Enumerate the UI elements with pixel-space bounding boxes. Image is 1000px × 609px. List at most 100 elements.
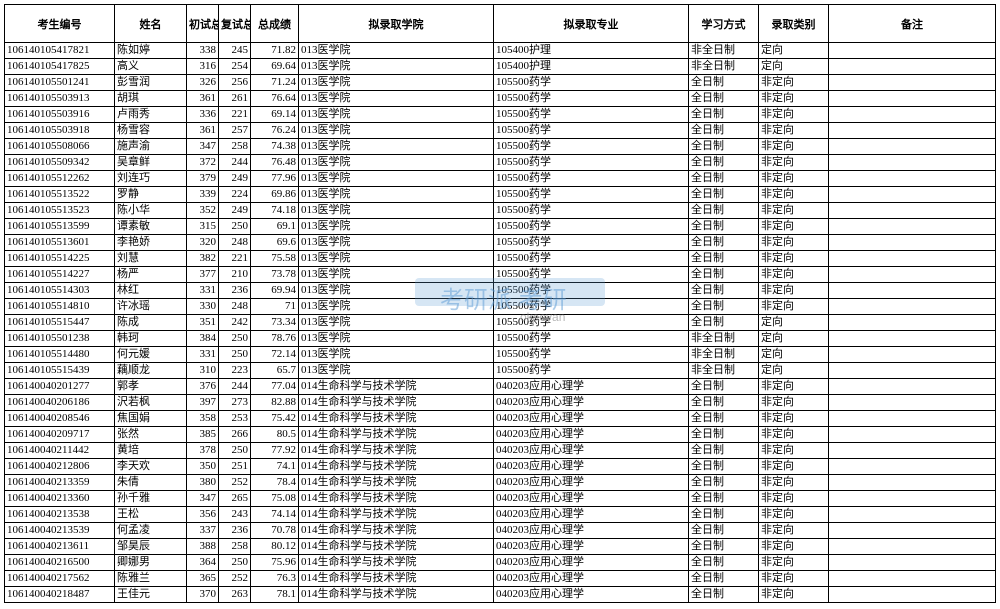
table-cell: 非定向 [759,235,829,251]
table-header-row: 考生编号姓名初试总成绩复试总成绩总成绩拟录取学院拟录取专业学习方式录取类别备注 [5,5,996,43]
table-cell: 040203应用心理学 [494,523,689,539]
table-cell: 非全日制 [689,331,759,347]
table-cell: 106140105503913 [5,91,115,107]
table-cell: 69.1 [251,219,299,235]
table-cell: 224 [219,187,251,203]
table-cell: 全日制 [689,587,759,603]
table-cell: 78.1 [251,587,299,603]
table-header-cell: 拟录取专业 [494,5,689,43]
table-cell: 243 [219,507,251,523]
table-cell: 364 [187,555,219,571]
table-cell: 全日制 [689,299,759,315]
table-cell: 许冰瑶 [115,299,187,315]
table-cell: 223 [219,363,251,379]
table-cell: 248 [219,299,251,315]
table-cell: 非定向 [759,91,829,107]
table-cell: 非定向 [759,395,829,411]
table-cell [829,219,996,235]
table-cell: 全日制 [689,107,759,123]
table-cell: 非定向 [759,379,829,395]
table-cell: 388 [187,539,219,555]
table-cell: 106140040217562 [5,571,115,587]
table-cell: 236 [219,283,251,299]
table-cell: 全日制 [689,123,759,139]
table-cell: 杨雪容 [115,123,187,139]
table-row: 106140040213538王松35624374.14014生命科学与技术学院… [5,507,996,523]
table-cell: 250 [219,443,251,459]
table-cell: 全日制 [689,491,759,507]
table-cell: 定向 [759,363,829,379]
table-cell: 013医学院 [299,91,494,107]
table-cell: 非定向 [759,171,829,187]
table-cell: 245 [219,43,251,59]
table-cell: 全日制 [689,395,759,411]
table-cell: 非定向 [759,491,829,507]
table-cell: 沢若枫 [115,395,187,411]
table-cell: 77.04 [251,379,299,395]
table-cell [829,379,996,395]
table-row: 106140105503916卢雨秀33622169.14013医学院10550… [5,107,996,123]
table-cell: 非定向 [759,411,829,427]
table-cell: 76.24 [251,123,299,139]
table-cell: 013医学院 [299,123,494,139]
table-cell: 258 [219,139,251,155]
table-cell: 韩珂 [115,331,187,347]
table-cell: 339 [187,187,219,203]
table-cell: 310 [187,363,219,379]
table-cell: 106140040206186 [5,395,115,411]
table-cell [829,251,996,267]
table-header-cell: 考生编号 [5,5,115,43]
table-cell: 382 [187,251,219,267]
table-row: 106140105515447陈成35124273.34013医学院105500… [5,315,996,331]
table-cell: 014生命科学与技术学院 [299,459,494,475]
table-row: 106140105513599谭素敏31525069.1013医学院105500… [5,219,996,235]
table-cell: 吴章鲜 [115,155,187,171]
table-cell: 380 [187,475,219,491]
table-cell: 69.86 [251,187,299,203]
table-cell: 105500药学 [494,299,689,315]
table-row: 106140040211442黄培37825077.92014生命科学与技术学院… [5,443,996,459]
table-cell: 106140040209717 [5,427,115,443]
table-cell: 261 [219,91,251,107]
table-cell: 75.08 [251,491,299,507]
table-cell: 73.34 [251,315,299,331]
table-cell: 孙千雅 [115,491,187,507]
table-cell: 014生命科学与技术学院 [299,539,494,555]
table-cell: 65.7 [251,363,299,379]
table-cell [829,171,996,187]
table-cell: 106140105514227 [5,267,115,283]
table-cell: 014生命科学与技术学院 [299,427,494,443]
table-cell [829,283,996,299]
table-cell: 106140105503918 [5,123,115,139]
table-row: 106140105509342吴章鲜37224476.48013医学院10550… [5,155,996,171]
table-cell: 非定向 [759,283,829,299]
table-cell: 69.64 [251,59,299,75]
table-cell: 013医学院 [299,235,494,251]
table-row: 106140105514303林红33123669.94013医学院105500… [5,283,996,299]
table-cell: 78.4 [251,475,299,491]
table-cell: 71.24 [251,75,299,91]
table-cell: 非定向 [759,459,829,475]
table-cell: 定向 [759,43,829,59]
table-cell: 卢雨秀 [115,107,187,123]
table-cell: 105500药学 [494,155,689,171]
table-cell: 李艳娇 [115,235,187,251]
table-row: 106140040209717张然38526680.5014生命科学与技术学院0… [5,427,996,443]
table-cell: 非全日制 [689,59,759,75]
table-cell: 全日制 [689,315,759,331]
table-cell: 210 [219,267,251,283]
table-cell [829,315,996,331]
table-header-cell: 初试总成绩 [187,5,219,43]
table-cell: 定向 [759,331,829,347]
table-cell: 非定向 [759,203,829,219]
table-cell: 105500药学 [494,251,689,267]
table-cell: 105500药学 [494,315,689,331]
table-cell: 定向 [759,347,829,363]
table-row: 106140105503913胡琪36126176.64013医学院105500… [5,91,996,107]
table-cell: 定向 [759,59,829,75]
table-cell: 105500药学 [494,219,689,235]
table-cell: 351 [187,315,219,331]
table-cell: 71.82 [251,43,299,59]
table-cell: 013医学院 [299,155,494,171]
table-cell: 106140040211442 [5,443,115,459]
